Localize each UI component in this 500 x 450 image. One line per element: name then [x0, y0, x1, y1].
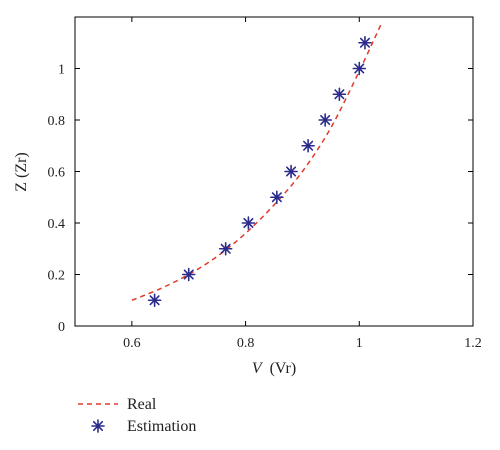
tick-labels: 0.6 0.8 1 1.2 0 0.2 0.4 0.6 0.8 1 [48, 63, 482, 352]
y-tick-label: 0.4 [48, 217, 66, 232]
x-axis-label: V (Vr) [252, 360, 296, 377]
estimation-point [332, 87, 347, 102]
series-layer [131, 21, 383, 308]
estimation-point [241, 216, 256, 230]
estimation-point [181, 267, 196, 282]
legend-estimation-marker [91, 419, 105, 433]
x-tick-label: 1 [356, 336, 363, 351]
estimation-point [270, 190, 284, 205]
estimation-point [301, 138, 315, 153]
y-tick-label: 0.8 [48, 114, 66, 129]
x-axis-unit: (Vr) [270, 360, 297, 377]
y-tick-label: 0.2 [48, 269, 66, 284]
estimation-point [284, 164, 298, 179]
estimation-point [91, 419, 105, 433]
estimation-point [318, 113, 332, 127]
plot-area [74, 16, 474, 327]
x-tick-label: 0.6 [123, 336, 141, 351]
real-curve [131, 21, 383, 301]
estimation-point [358, 35, 372, 50]
estimation-point [218, 241, 233, 256]
estimation-point [352, 61, 367, 76]
y-tick-label: 1 [58, 63, 65, 78]
x-tick-label: 1.2 [464, 336, 482, 351]
estimation-point [147, 293, 162, 308]
y-axis-label: Z (Zr) [13, 152, 30, 192]
legend-real-label: Real [127, 396, 157, 413]
legend: Real Estimation [78, 396, 196, 435]
y-tick-label: 0.6 [48, 166, 66, 181]
x-tick-label: 0.8 [237, 336, 255, 351]
legend-estimation-label: Estimation [127, 418, 196, 435]
x-axis-symbol: V [252, 360, 264, 377]
axis-ticks [75, 17, 474, 327]
y-tick-label: 0 [58, 320, 65, 335]
